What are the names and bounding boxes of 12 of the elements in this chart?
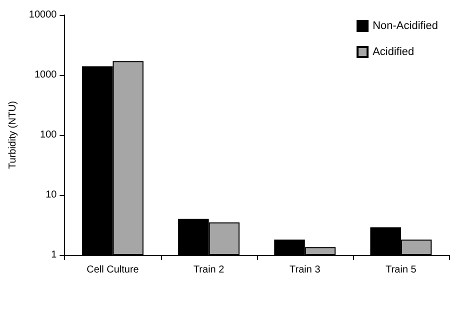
y-axis-title: Turbidity (NTU) bbox=[8, 101, 18, 169]
y-tick-label: 10000 bbox=[28, 10, 58, 20]
legend-label: Acidified bbox=[372, 46, 414, 58]
y-tick-label: 10 bbox=[46, 190, 58, 200]
y-tick-label: 100 bbox=[40, 130, 58, 140]
x-tick-label: Cell Culture bbox=[86, 264, 140, 276]
x-tick-label: Train 3 bbox=[290, 264, 321, 276]
legend-label: Non-Acidified bbox=[372, 20, 438, 32]
y-tick-label: 1 bbox=[51, 250, 58, 260]
x-tick-label: Train 2 bbox=[193, 264, 225, 276]
y-tick-label: 1000 bbox=[34, 70, 58, 80]
x-tick-label: Train 5 bbox=[386, 264, 417, 276]
